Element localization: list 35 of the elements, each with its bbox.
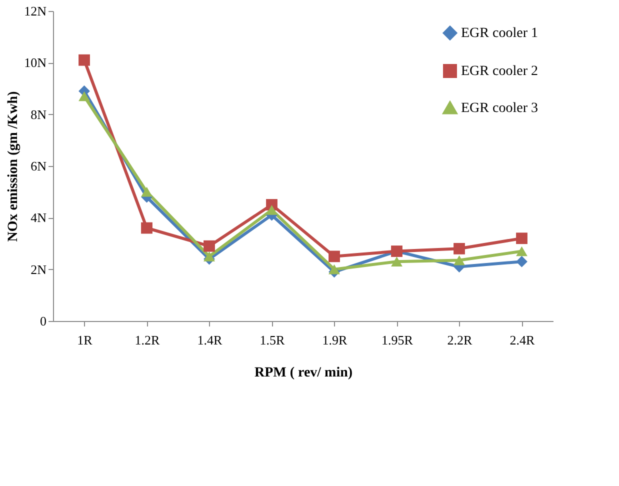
legend-label: EGR cooler 2 (461, 64, 538, 79)
y-tick-label: 8N (30, 106, 48, 122)
legend-label: EGR cooler 3 (461, 101, 538, 116)
point (141, 186, 152, 197)
y-tick-label: 2N (30, 262, 48, 277)
x-tick-label: 2.4R (510, 332, 536, 348)
y-tick-label: 0 (40, 314, 46, 328)
point (328, 250, 340, 262)
y-tick-label: 4N (30, 210, 48, 226)
point (328, 264, 340, 274)
legend-label: EGR cooler 1 (461, 26, 538, 41)
x-tick-label: 1.5R (260, 332, 286, 348)
x-tick-label: 1.2R (134, 332, 160, 348)
point (454, 242, 465, 254)
point (516, 246, 528, 256)
point (204, 251, 215, 262)
y-axis-title: NOx emission (gm /Kwh) (6, 90, 22, 242)
point (391, 256, 402, 267)
point (516, 232, 528, 244)
point (454, 255, 465, 266)
point (78, 91, 90, 102)
x-tick-label: 1R (77, 332, 93, 348)
y-tick-label: 6N (30, 158, 48, 174)
point (141, 222, 152, 234)
point (266, 204, 278, 215)
x-tick-label: 1.9R (322, 332, 348, 348)
x-tick-label: 2.2R (447, 332, 473, 348)
point (204, 240, 215, 252)
y-tick-label: 12N (24, 4, 48, 18)
x-tick-label: 1.4R (197, 332, 223, 348)
point (516, 256, 528, 268)
y-tick-label: 10N (24, 55, 48, 70)
point (78, 54, 90, 66)
x-axis-title: RPM ( rev/ min) (254, 366, 353, 380)
x-tick-label: 1.95R (382, 332, 414, 348)
